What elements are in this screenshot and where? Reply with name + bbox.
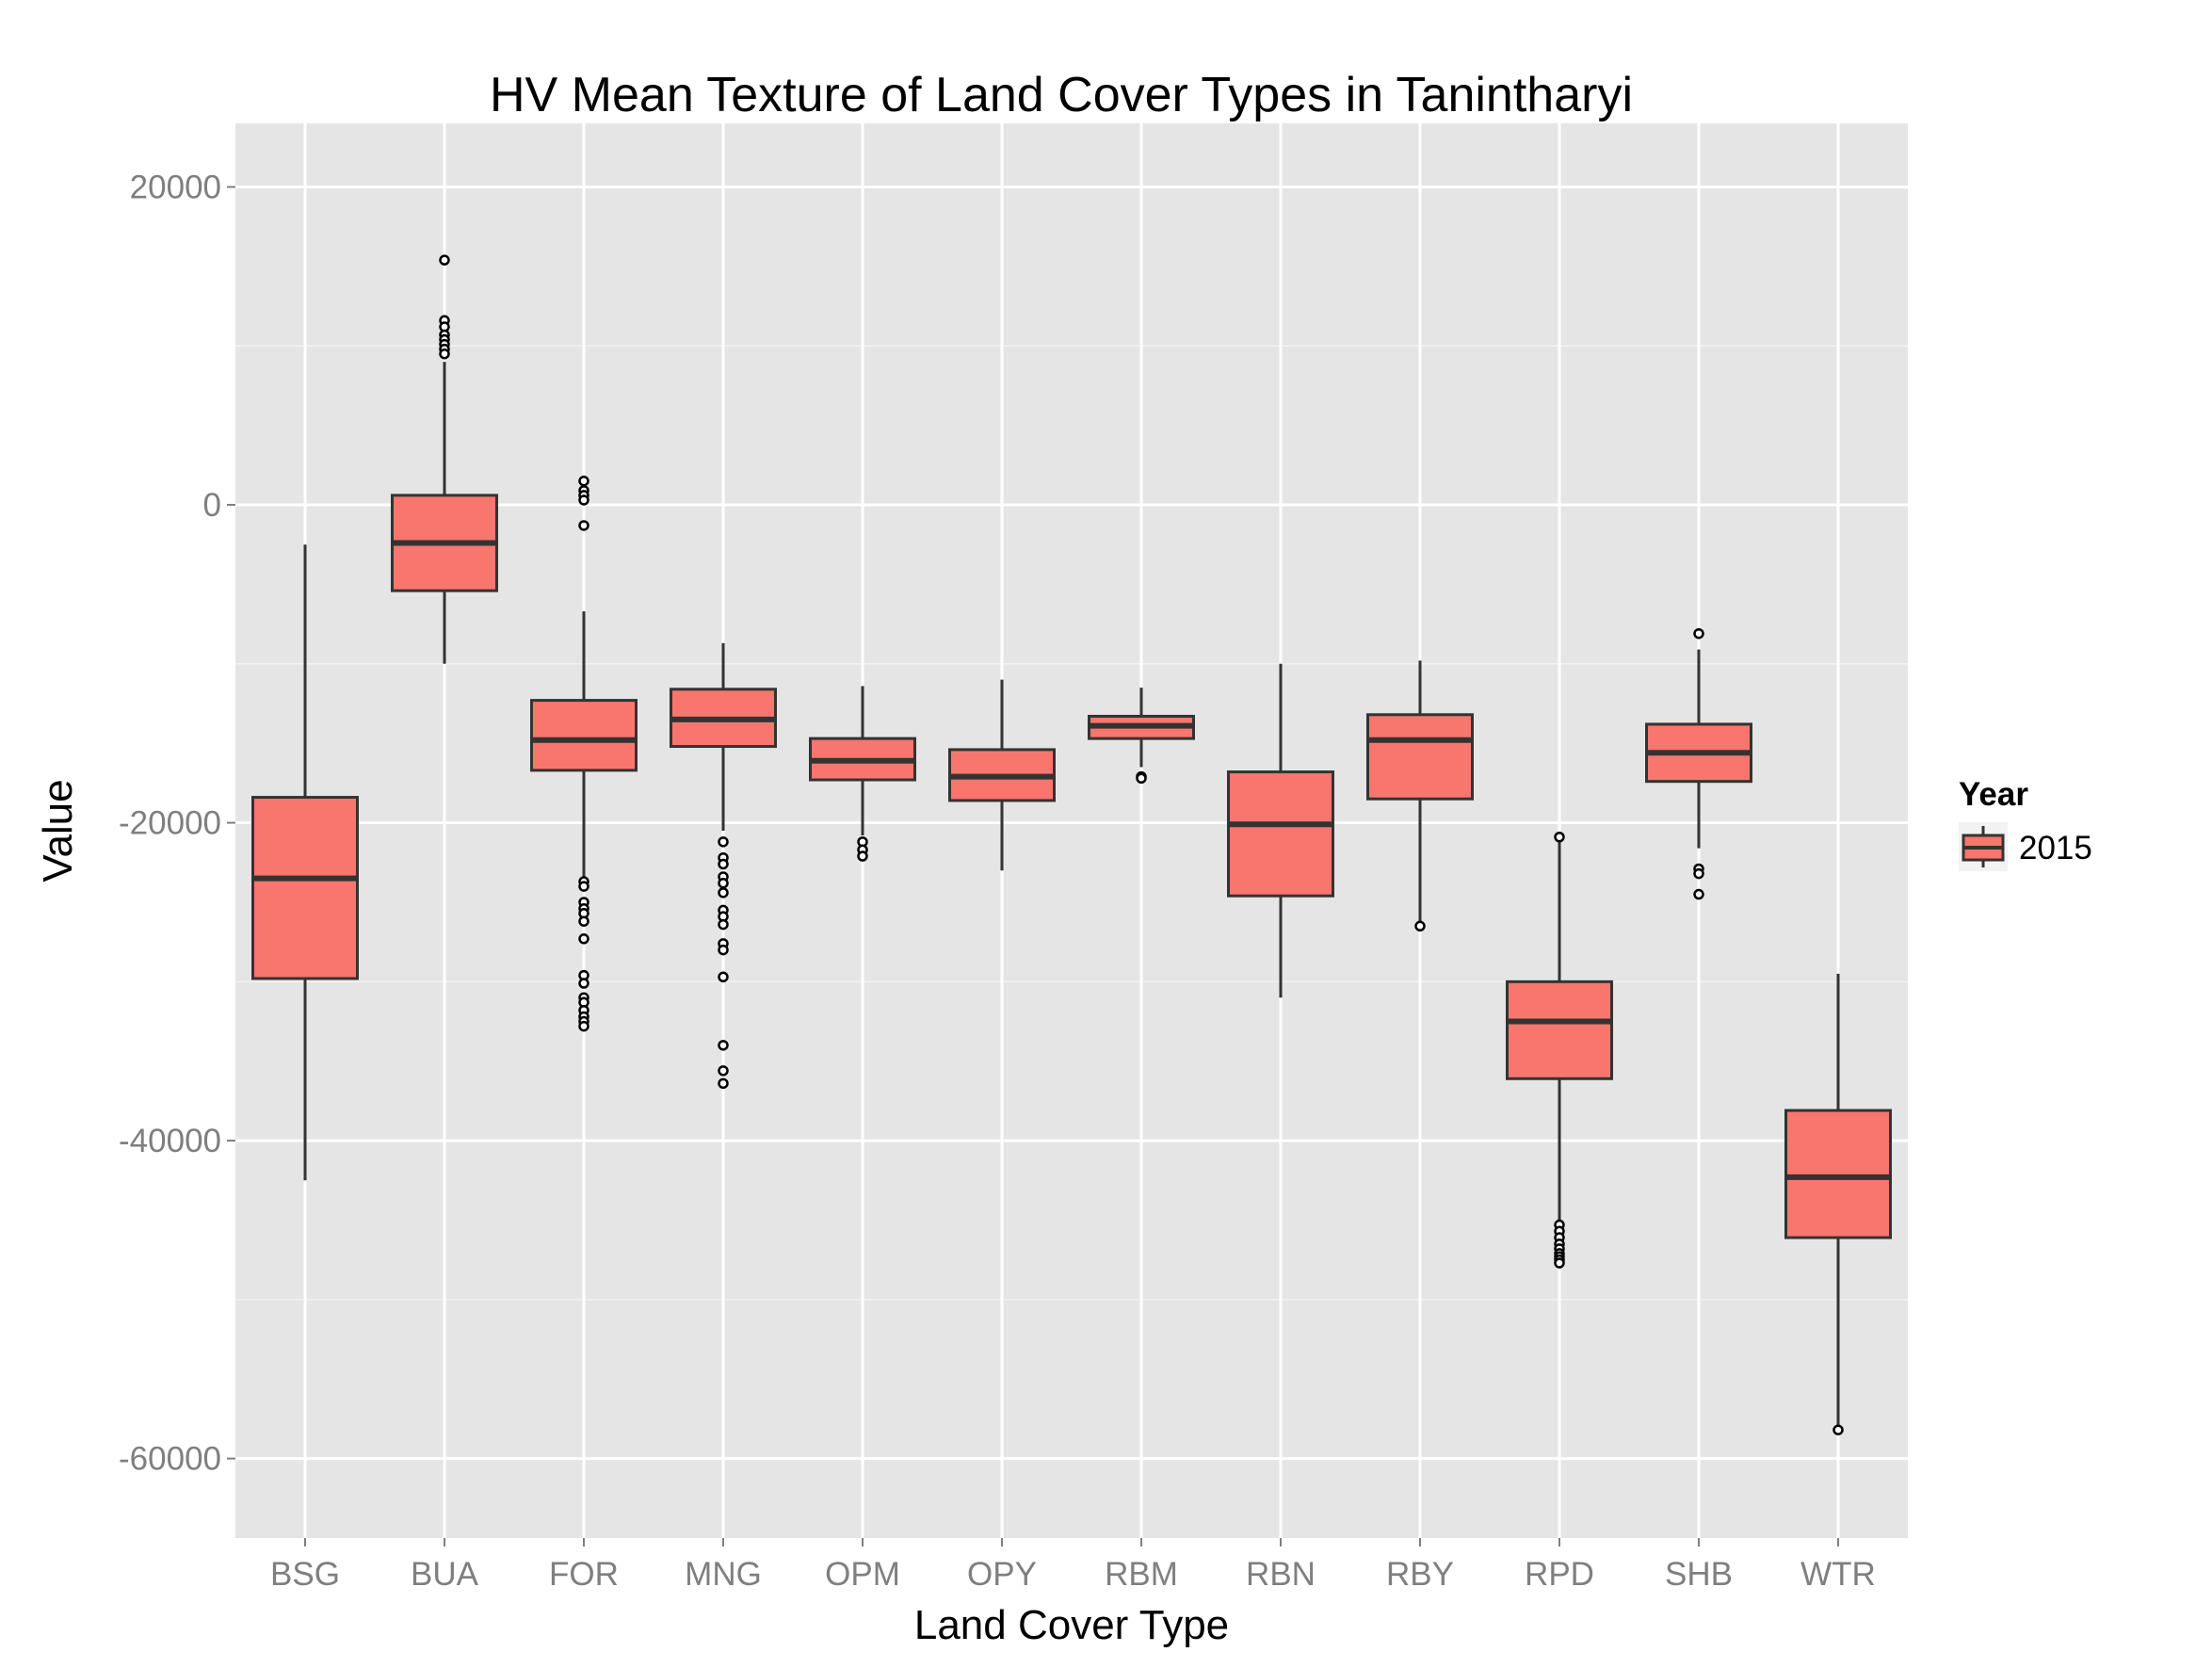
outlier-point-mng bbox=[718, 1077, 729, 1090]
x-tick-label-shb: SHB bbox=[1665, 1556, 1733, 1593]
x-tick-label-rpd: RPD bbox=[1525, 1556, 1594, 1593]
box-bua bbox=[391, 254, 498, 664]
box-opy bbox=[948, 679, 1056, 871]
y-axis: 20000 0 -20000 -40000 -60000 bbox=[119, 170, 235, 1478]
outlier-point-mng bbox=[718, 858, 729, 870]
y-tick-label: -40000 bbox=[119, 1123, 221, 1159]
box-shb bbox=[1645, 627, 1752, 900]
x-tick-label-opy: OPY bbox=[967, 1556, 1037, 1593]
plot-panel bbox=[235, 123, 1908, 1538]
outlier-point-shb bbox=[1693, 867, 1704, 880]
box-iqr-for bbox=[530, 699, 638, 772]
y-tick-label: 20000 bbox=[130, 170, 221, 206]
outlier-point-mng bbox=[718, 1040, 729, 1051]
box-rpd bbox=[1506, 832, 1613, 1269]
box-iqr-rby bbox=[1366, 713, 1474, 801]
box-rby bbox=[1366, 660, 1474, 932]
outlier-point-for bbox=[578, 978, 589, 989]
box-iqr-bsg bbox=[251, 796, 359, 980]
minor-gridlines bbox=[235, 345, 1908, 1301]
outlier-point-for bbox=[578, 881, 589, 892]
outlier-point-mng bbox=[718, 1065, 729, 1077]
y-axis-title: Value bbox=[35, 779, 81, 882]
x-tick-label-rbm: RBM bbox=[1105, 1556, 1178, 1593]
outlier-point-rpd bbox=[1554, 832, 1565, 843]
outlier-point-mng bbox=[718, 918, 729, 931]
outlier-point-bua bbox=[439, 254, 450, 266]
outlier-point-opm bbox=[857, 850, 868, 862]
outlier-point-rbm bbox=[1136, 772, 1147, 785]
box-mng bbox=[670, 642, 777, 1090]
outlier-point-mng bbox=[718, 877, 729, 889]
outlier-point-mng bbox=[718, 887, 729, 899]
x-tick-label-opm: OPM bbox=[825, 1556, 900, 1593]
outlier-point-mng bbox=[718, 836, 729, 848]
outlier-point-shb bbox=[1693, 627, 1704, 640]
box-bsg bbox=[251, 544, 359, 1181]
chart-title: HV Mean Texture of Land Cover Types in T… bbox=[490, 68, 1633, 122]
box-iqr-rbn bbox=[1227, 770, 1334, 898]
x-axis-title: Land Cover Type bbox=[914, 1602, 1229, 1648]
outlier-point-for bbox=[578, 475, 589, 487]
outlier-point-shb bbox=[1693, 888, 1704, 900]
x-tick-label-bua: BUA bbox=[411, 1556, 479, 1593]
x-tick-label-wtr: WTR bbox=[1800, 1556, 1876, 1593]
box-iqr-wtr bbox=[1784, 1109, 1892, 1239]
y-tick-label: -20000 bbox=[119, 805, 221, 842]
outlier-point-for bbox=[578, 1020, 589, 1032]
legend-key-2015 bbox=[1959, 822, 2008, 871]
x-tick-label-bsg: BSG bbox=[270, 1556, 340, 1593]
outlier-point-wtr bbox=[1833, 1424, 1844, 1435]
x-tick-label-rby: RBY bbox=[1386, 1556, 1454, 1593]
outlier-point-mng bbox=[718, 944, 729, 956]
outlier-point-for bbox=[578, 915, 589, 927]
outlier-point-for bbox=[578, 494, 589, 506]
x-tick-label-mng: MNG bbox=[685, 1556, 762, 1593]
x-tick-label-for: FOR bbox=[549, 1556, 619, 1593]
outlier-point-mng bbox=[718, 971, 729, 983]
legend-title: Year bbox=[1959, 776, 2028, 813]
legend: Year 2015 bbox=[1959, 776, 2092, 871]
outlier-point-bua bbox=[439, 348, 450, 360]
x-axis: BSG BUA FOR MNG OPM OPY RBM RBN RBY RPD SHB WTR bbox=[270, 1538, 1876, 1593]
box-opm bbox=[809, 686, 916, 862]
box-rbm bbox=[1088, 688, 1195, 785]
outlier-point-rpd bbox=[1554, 1257, 1565, 1269]
box-iqr-rpd bbox=[1506, 980, 1613, 1080]
box-for bbox=[530, 475, 638, 1032]
boxes bbox=[251, 254, 1892, 1435]
outlier-point-rby bbox=[1414, 920, 1426, 932]
outlier-point-for bbox=[578, 933, 589, 945]
y-tick-label: 0 bbox=[203, 487, 221, 524]
box-rbn bbox=[1227, 663, 1334, 998]
legend-label-2015: 2015 bbox=[2019, 830, 2092, 866]
y-tick-label: -60000 bbox=[119, 1441, 221, 1478]
outlier-point-for bbox=[578, 520, 589, 531]
box-wtr bbox=[1784, 973, 1892, 1435]
x-tick-label-rbn: RBN bbox=[1246, 1556, 1316, 1593]
